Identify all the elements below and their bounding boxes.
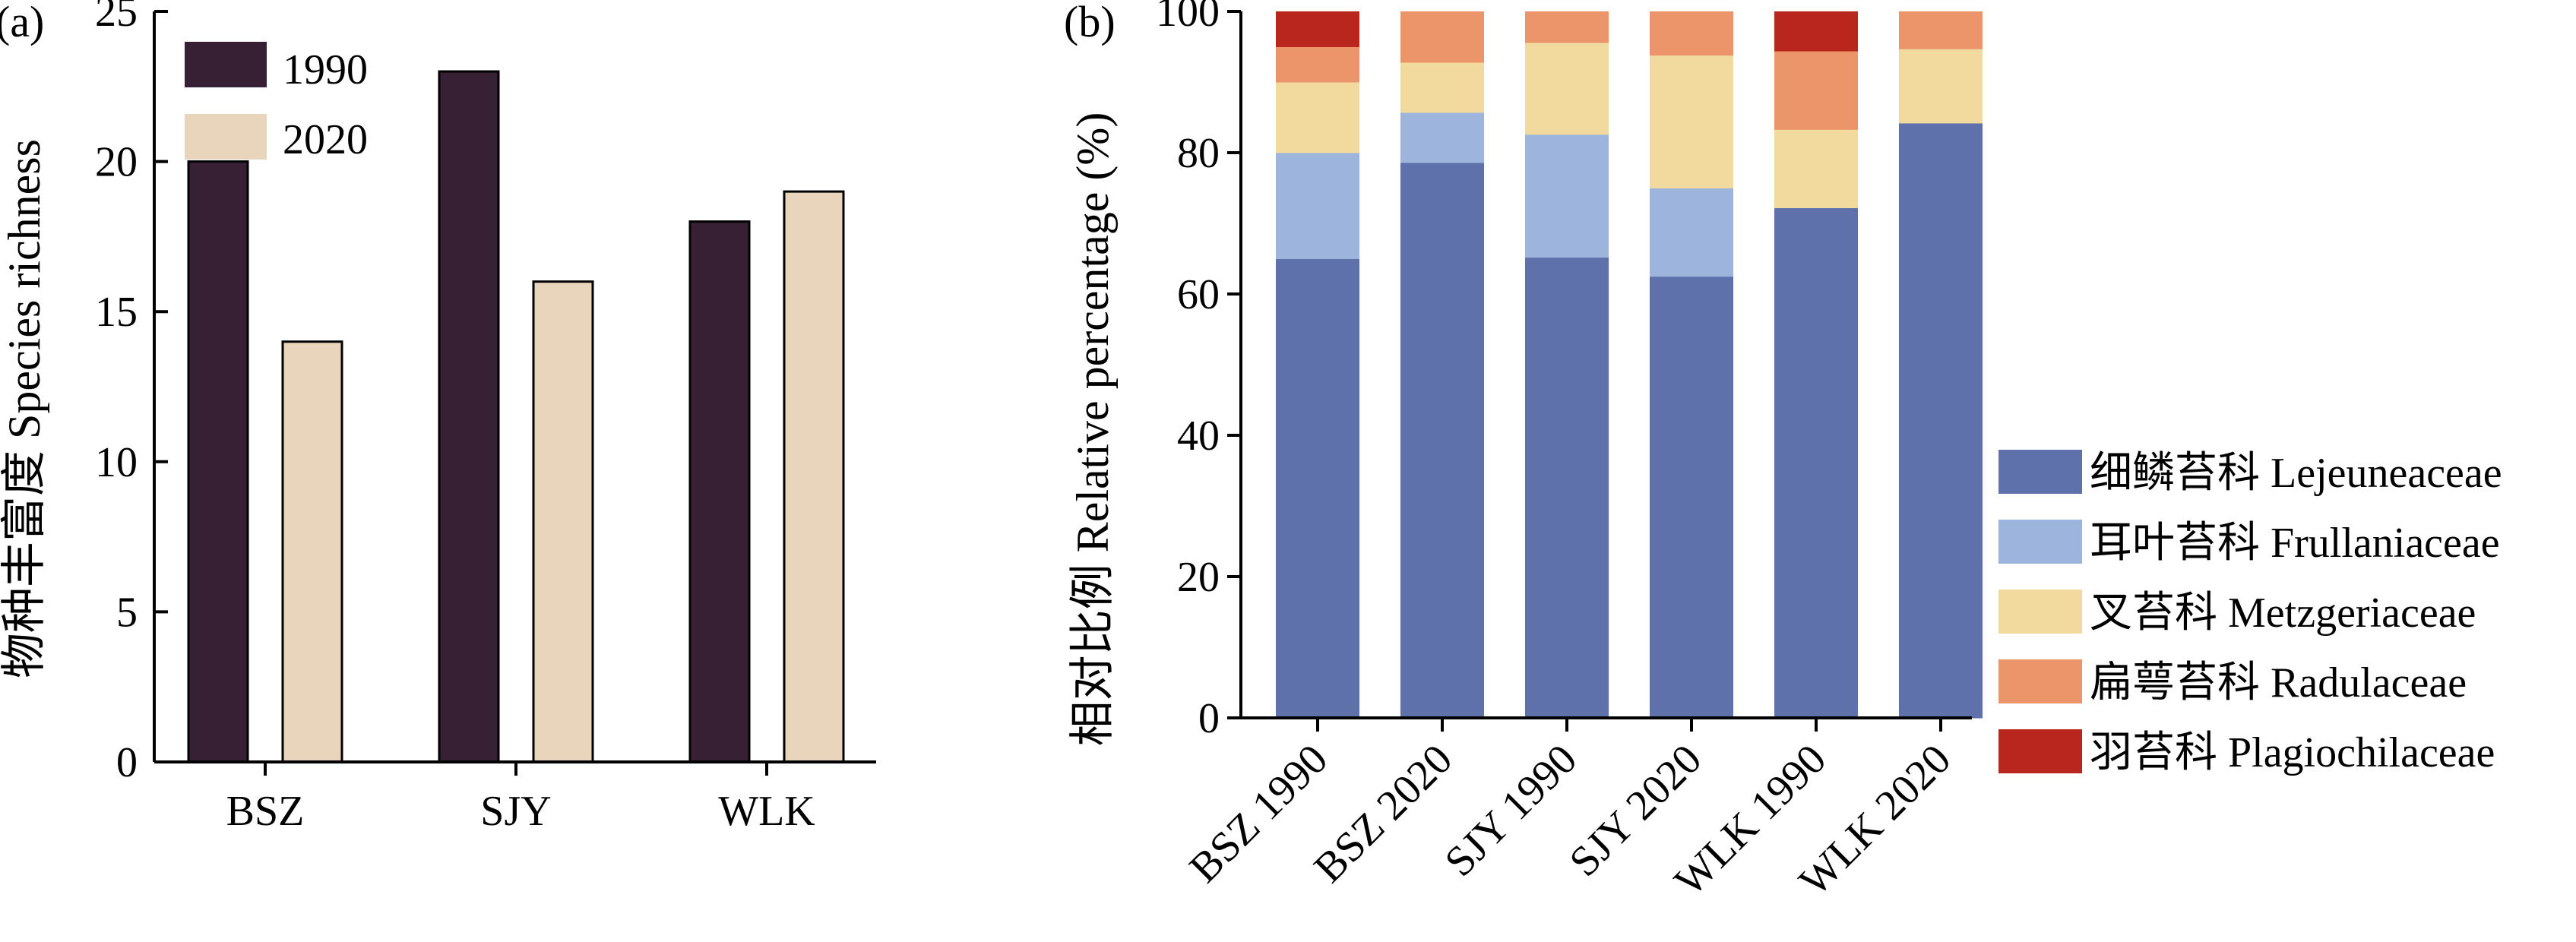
segment-bsz-2020-frullaniaceae (1400, 112, 1484, 163)
panel-b-x-tick-label: BSZ 2020 (1305, 735, 1462, 892)
legend-label-1990: 1990 (283, 46, 368, 93)
panel-b-y-tick-label: 60 (1177, 271, 1220, 318)
panel-a-x-tick-label: SJY (480, 788, 551, 835)
panel-a-label: (a) (0, 0, 44, 46)
legend-swatch-1990 (185, 42, 267, 87)
panel-b-y-axis-title: 相对比例 Relative percentage (%) (1068, 112, 1118, 747)
segment-sjy-1990-radulaceae (1525, 11, 1609, 43)
bar-wlk-1990 (688, 220, 751, 763)
segment-wlk-2020-lejeuneaceae (1899, 122, 1983, 719)
panel-a-y-tick-label: 25 (95, 0, 138, 36)
legend-swatch-plagiochilaceae (1998, 729, 2082, 773)
segment-bsz-1990-lejeuneaceae (1276, 258, 1359, 719)
panel-b-y-tick-label: 40 (1177, 413, 1220, 460)
panel-b-y-tick-label: 100 (1156, 0, 1220, 36)
legend-label-frullaniaceae: 耳叶苔科 Frullaniaceae (2090, 520, 2500, 567)
segment-sjy-2020-radulaceae (1650, 11, 1733, 56)
panel-a-y-tick-label: 0 (116, 739, 138, 786)
panel-b-legend: 细鳞苔科 Lejeuneaceae 耳叶苔科 Frullaniaceae 叉苔科 M… (1998, 450, 2502, 776)
panel-b-x-tick-label: BSZ 1990 (1181, 735, 1337, 892)
segment-bsz-1990-plagiochilaceae (1276, 11, 1359, 47)
segment-bsz-1990-radulaceae (1276, 46, 1359, 83)
panel-b-x-tick-label: SJY 1990 (1436, 735, 1587, 886)
bar-wlk-2020 (783, 190, 845, 763)
panel-a-species-richness: (a) 0 5 10 15 20 25 BSZ SJY WLK 物种丰富度 Species r… (0, 0, 876, 835)
panel-a-y-axis-title: 物种丰富度 Species richness (0, 139, 49, 678)
bar-bsz-2020 (281, 340, 343, 763)
legend-label-lejeuneaceae: 细鳞苔科 Lejeuneaceae (2090, 450, 2502, 497)
panel-a-y-tick-label: 20 (95, 139, 138, 186)
segment-sjy-2020-metzgeriaceae (1650, 55, 1733, 188)
legend-label-2020: 2020 (283, 116, 368, 163)
panel-a-y-tick-label: 5 (116, 589, 138, 636)
segment-bsz-2020-lejeuneaceae (1400, 163, 1484, 719)
bar-sjy-2020 (532, 280, 594, 763)
legend-label-radulaceae: 扁萼苔科 Radulaceae (2090, 659, 2467, 706)
panel-b-y-tick-label: 80 (1177, 130, 1220, 177)
segment-sjy-1990-metzgeriaceae (1525, 42, 1609, 135)
segment-wlk-1990-radulaceae (1774, 51, 1858, 130)
segment-bsz-2020-metzgeriaceae (1400, 62, 1484, 113)
legend-swatch-radulaceae (1998, 659, 2082, 703)
panel-b-y-tick-label: 20 (1177, 554, 1220, 601)
panel-b-label: (b) (1064, 0, 1116, 46)
panel-a-x-tick-label: WLK (718, 788, 815, 835)
segment-bsz-1990-metzgeriaceae (1276, 82, 1359, 153)
segment-wlk-2020-metzgeriaceae (1899, 49, 1983, 124)
segment-sjy-1990-frullaniaceae (1525, 134, 1609, 258)
panel-a-y-tick-label: 10 (95, 439, 138, 486)
segment-bsz-2020-radulaceae (1400, 11, 1484, 63)
legend-swatch-2020 (185, 114, 267, 160)
legend-swatch-frullaniaceae (1998, 520, 2082, 564)
segment-wlk-2020-radulaceae (1899, 11, 1983, 49)
segment-wlk-1990-metzgeriaceae (1774, 129, 1858, 209)
panel-a-x-tick-label: BSZ (226, 788, 305, 835)
segment-wlk-1990-plagiochilaceae (1774, 11, 1858, 52)
segment-sjy-1990-lejeuneaceae (1525, 257, 1609, 719)
panel-b-y-tick-label: 0 (1198, 695, 1220, 742)
segment-wlk-1990-lejeuneaceae (1774, 207, 1858, 719)
segment-sjy-2020-frullaniaceae (1650, 188, 1733, 277)
panel-a-y-tick-label: 15 (95, 289, 138, 336)
legend-label-plagiochilaceae: 羽苔科 Plagiochilaceae (2090, 729, 2495, 776)
segment-sjy-2020-lejeuneaceae (1650, 276, 1733, 719)
bar-sjy-1990 (438, 70, 500, 763)
legend-label-metzgeriaceae: 叉苔科 Metzgeriaceae (2090, 590, 2476, 637)
legend-swatch-lejeuneaceae (1998, 450, 2082, 494)
bar-bsz-1990 (187, 160, 249, 763)
panel-a-legend: 1990 2020 (185, 42, 368, 163)
legend-swatch-metzgeriaceae (1998, 590, 2082, 634)
segment-bsz-1990-frullaniaceae (1276, 153, 1359, 259)
